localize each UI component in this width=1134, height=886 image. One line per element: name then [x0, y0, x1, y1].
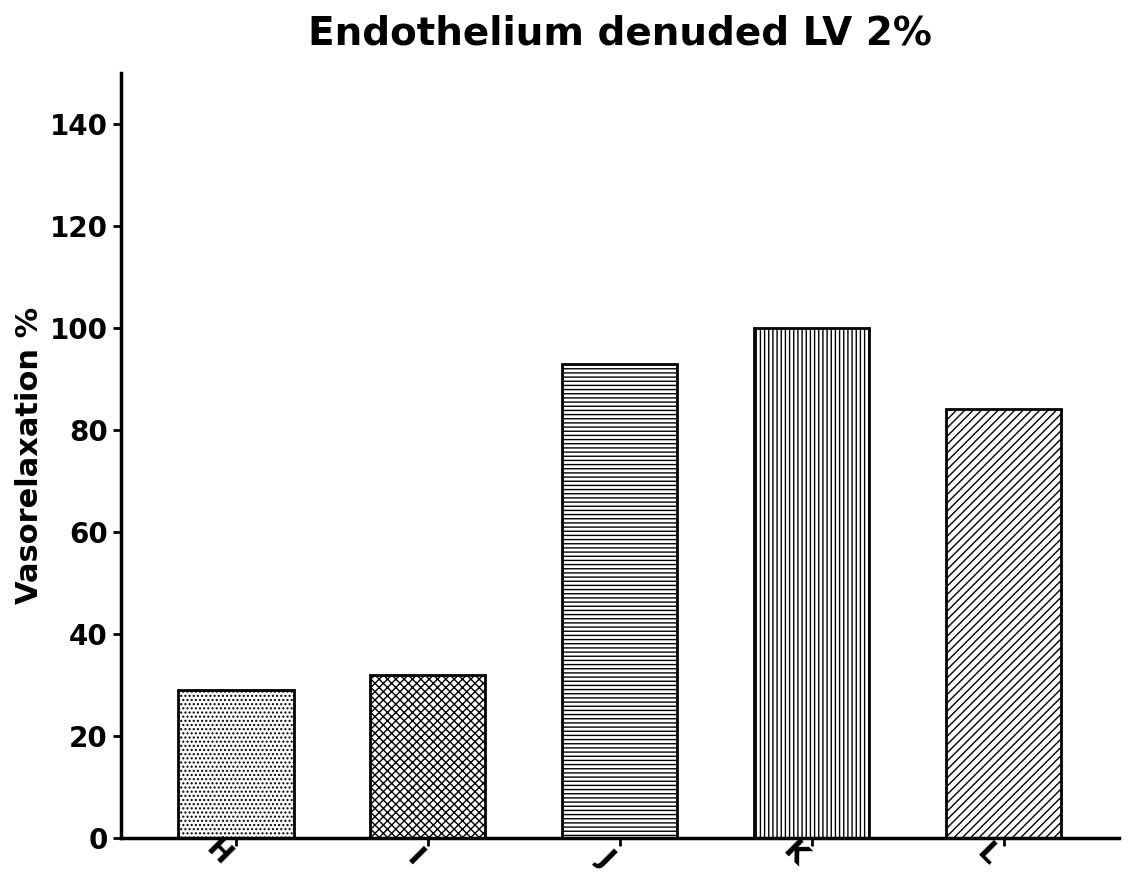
Bar — [754, 328, 870, 838]
Bar — [178, 690, 294, 838]
Title: Endothelium denuded LV 2%: Endothelium denuded LV 2% — [308, 15, 932, 53]
Bar — [946, 409, 1061, 838]
Y-axis label: Vasorelaxation %: Vasorelaxation % — [15, 307, 44, 604]
Bar — [371, 675, 485, 838]
Bar — [562, 363, 677, 838]
